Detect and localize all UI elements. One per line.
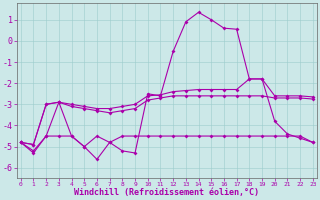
X-axis label: Windchill (Refroidissement éolien,°C): Windchill (Refroidissement éolien,°C) [74,188,259,197]
